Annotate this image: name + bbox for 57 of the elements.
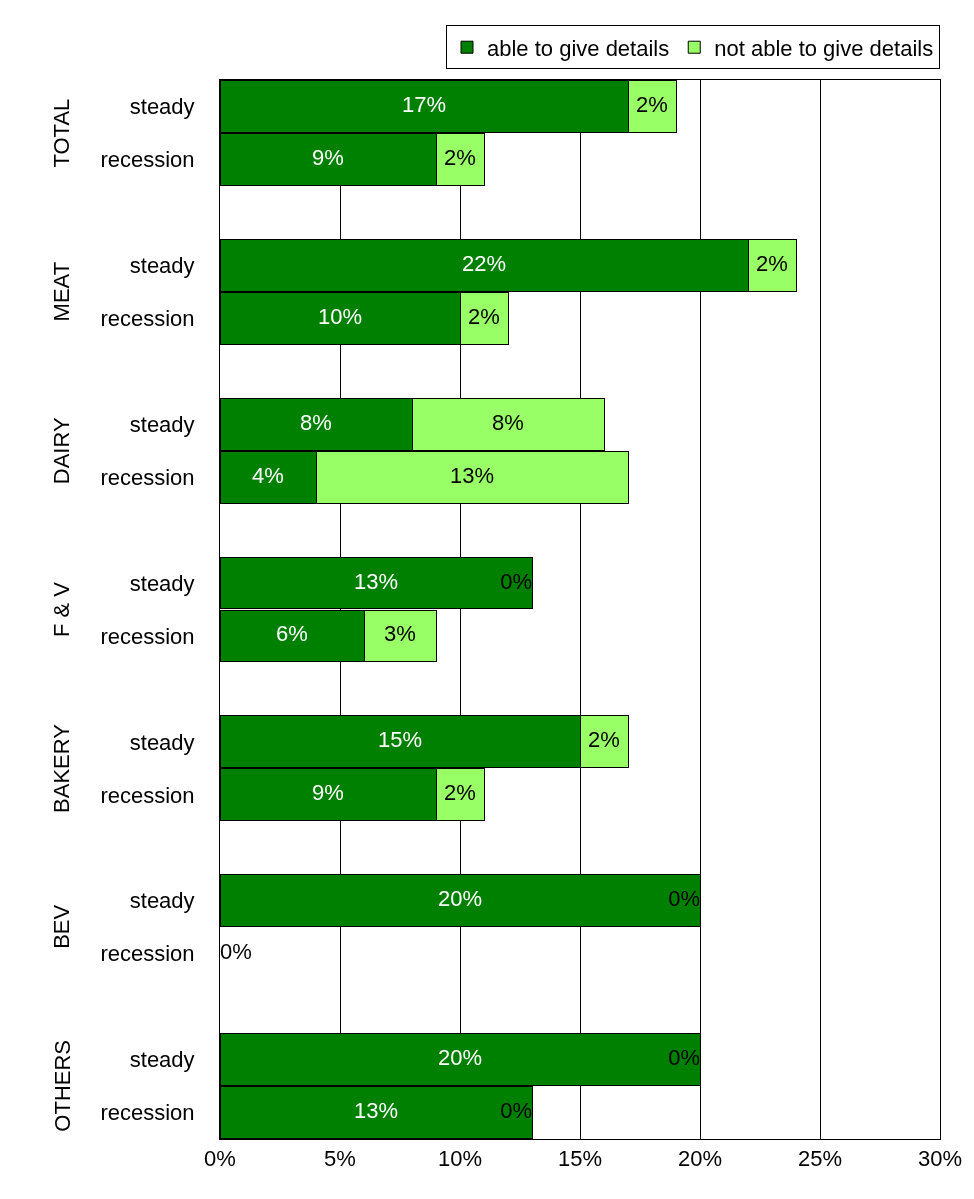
data-label: 6%: [276, 621, 308, 647]
data-label: 9%: [312, 780, 344, 806]
data-label: 2%: [444, 780, 476, 806]
x-tick-label: 20%: [677, 1146, 723, 1172]
text: TOTAL: [48, 98, 74, 168]
data-label: 8%: [300, 409, 332, 435]
data-label: 20%: [437, 886, 483, 912]
legend-label: able to give details: [487, 35, 670, 61]
text: BAKERY: [49, 723, 75, 813]
data-label: 20%: [437, 1045, 483, 1071]
y-tick-label: recession: [100, 464, 195, 490]
y-tick-label: steady: [129, 411, 195, 437]
y-tick-label: recession: [100, 147, 195, 173]
y-tick-label: recession: [100, 305, 195, 331]
data-label: 8%: [492, 409, 524, 435]
x-tick-label: 15%: [557, 1146, 603, 1172]
data-label: 0%: [500, 568, 532, 594]
y-tick-label: steady: [129, 1047, 195, 1073]
data-label: 2%: [636, 91, 668, 117]
y-tick-label: recession: [100, 623, 195, 649]
x-tick-label: 30%: [917, 1146, 963, 1172]
data-label: 2%: [588, 727, 620, 753]
text: DAIRY: [48, 417, 74, 485]
data-label: 2%: [468, 303, 500, 329]
data-label: 2%: [756, 250, 788, 276]
data-label: 4%: [252, 462, 284, 488]
legend-label: not able to give details: [714, 35, 934, 61]
data-label: 0%: [500, 1098, 532, 1124]
y-tick-label: recession: [100, 782, 195, 808]
data-label: 13%: [449, 462, 495, 488]
x-tick-label: 10%: [437, 1146, 483, 1172]
data-label: 17%: [401, 91, 447, 117]
x-tick-label: 0%: [204, 1146, 236, 1172]
y-tick-label: steady: [129, 888, 195, 914]
data-label: 9%: [312, 144, 344, 170]
data-label: 3%: [384, 621, 416, 647]
y-tick-label: steady: [129, 729, 195, 755]
data-label: 13%: [353, 568, 399, 594]
data-label: 2%: [444, 144, 476, 170]
data-label: 0%: [220, 939, 252, 965]
y-tick-label: steady: [129, 94, 195, 120]
text: F & V: [49, 581, 75, 638]
y-tick-label: steady: [129, 570, 195, 596]
x-tick-label: 5%: [324, 1146, 356, 1172]
text: OTHERS: [49, 1039, 75, 1132]
text: BEV: [49, 904, 75, 949]
y-tick-label: steady: [129, 253, 195, 279]
text: MEAT: [48, 261, 74, 322]
data-label: 10%: [317, 303, 363, 329]
data-label: 15%: [377, 727, 423, 753]
data-label: 13%: [353, 1098, 399, 1124]
y-tick-label: recession: [100, 1100, 195, 1126]
data-label: 0%: [668, 886, 700, 912]
data-label: 22%: [461, 250, 507, 276]
data-label: 0%: [668, 1045, 700, 1071]
y-tick-label: recession: [100, 941, 195, 967]
x-tick-label: 25%: [797, 1146, 843, 1172]
